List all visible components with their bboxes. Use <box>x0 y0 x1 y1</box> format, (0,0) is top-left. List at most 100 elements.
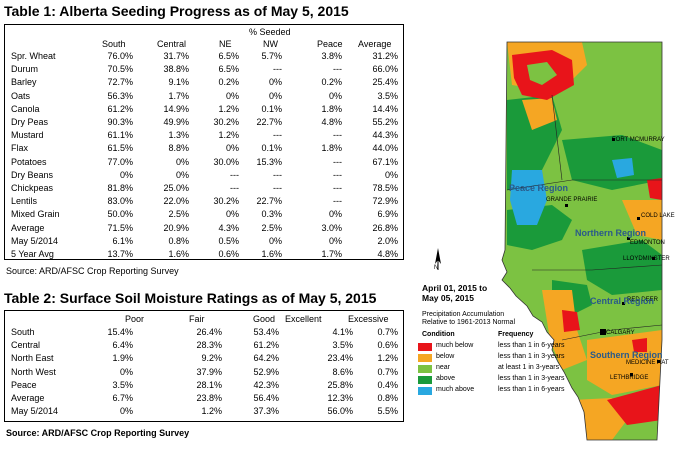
table-row: 5 Year Avg 13.7% 1.6% 0.6% 1.6% 1.7% 4.8% <box>5 249 403 262</box>
table-row: Dry Beans 0% 0% --- --- --- 0% <box>5 170 403 183</box>
table-cell: 37.9% <box>196 366 222 377</box>
table-cell: 6.5% <box>218 64 239 75</box>
city-label: RED DEER <box>627 297 659 303</box>
table-cell: 0.7% <box>377 327 398 337</box>
soil-moisture-table: Poor Fair Good Excellent Excessive South… <box>4 310 404 422</box>
table-cell: 83.0% <box>107 196 133 207</box>
table-cell: 50.0% <box>107 209 133 220</box>
table-cell: 38.8% <box>163 64 189 75</box>
table-cell: 0.5% <box>218 235 239 246</box>
table-cell: 25.0% <box>163 183 189 193</box>
row-label: Spr. Wheat <box>11 51 56 61</box>
city-label: LLOYDMINSTER <box>623 256 670 262</box>
table-cell: 1.6% <box>168 249 189 259</box>
table-cell: 76.0% <box>107 51 133 61</box>
table-cell: 22.7% <box>256 196 282 207</box>
north-arrow-icon <box>435 248 441 270</box>
table-row: Central 6.4% 28.3% 61.2% 3.5% 0.6% <box>5 340 403 353</box>
table-cell: 31.2% <box>372 51 398 61</box>
table-cell: 6.9% <box>377 209 398 220</box>
table-cell: 44.0% <box>372 143 398 154</box>
table-cell: 8.6% <box>332 366 353 377</box>
table-row: Lentils 83.0% 22.0% 30.2% 22.7% --- 72.9% <box>5 196 403 209</box>
map-date-range: April 01, 2015 to May 05, 2015 <box>422 283 487 303</box>
table-cell: 61.2% <box>253 340 279 351</box>
row-label: Mustard <box>11 130 44 141</box>
table-cell: --- <box>273 130 282 141</box>
table-cell: 26.4% <box>196 327 222 337</box>
legend-condition: much below <box>436 342 474 349</box>
table-cell: 0% <box>328 209 342 220</box>
table-row: Flax 61.5% 8.8% 0% 0.1% 1.8% 44.0% <box>5 143 403 156</box>
table2-title: Table 2: Surface Soil Moisture Ratings a… <box>4 290 377 306</box>
table-cell: 3.0% <box>321 222 342 233</box>
row-label: 5 Year Avg <box>11 249 54 259</box>
table-cell: 13.7% <box>107 249 133 259</box>
table-cell: 3.5% <box>112 379 133 390</box>
table-cell: 0.1% <box>261 143 282 154</box>
table-cell: 14.4% <box>372 103 398 114</box>
col-header: NE <box>219 39 232 49</box>
table-cell: 0.1% <box>261 103 282 114</box>
region-label: Northern Region <box>575 228 646 238</box>
table-cell: 5.7% <box>261 51 282 61</box>
city-label: COLD LAKE <box>641 213 675 219</box>
table-cell: 56.0% <box>327 406 353 417</box>
table-cell: 0.6% <box>377 340 398 351</box>
table-cell: 61.5% <box>107 143 133 154</box>
table-row: North West 0% 37.9% 52.9% 8.6% 0.7% <box>5 367 403 380</box>
table-cell: --- <box>333 183 342 193</box>
table-cell: 15.4% <box>107 327 133 337</box>
legend-title-line: Precipitation Accumulation <box>422 311 505 318</box>
row-label: Average <box>11 222 45 233</box>
legend-condition: below <box>436 353 455 360</box>
table-cell: 0% <box>328 235 342 246</box>
legend-condition: above <box>436 375 456 382</box>
table-cell: 49.9% <box>163 117 189 127</box>
percent-seeded-header: % Seeded <box>249 27 291 37</box>
table-cell: --- <box>230 183 239 193</box>
legend-swatch <box>418 387 432 395</box>
table-cell: --- <box>273 64 282 75</box>
city-label: MEDICINE HAT <box>626 360 669 366</box>
table-cell: 9.1% <box>168 77 189 88</box>
city-label: CALGARY <box>606 330 635 336</box>
table-cell: 66.0% <box>372 64 398 75</box>
table-row: Potatoes 77.0% 0% 30.0% 15.3% --- 67.1% <box>5 157 403 170</box>
legend-title-line: Relative to 1961-2013 Normal <box>422 319 515 326</box>
table-cell: 0.8% <box>168 235 189 246</box>
table-cell: 0.8% <box>377 393 398 403</box>
seeding-progress-table: % Seeded South Central NE NW Peace Avera… <box>4 24 404 260</box>
table-cell: 3.5% <box>332 340 353 351</box>
table-cell: 31.7% <box>163 51 189 61</box>
region-label: Southern Region <box>590 350 663 360</box>
col-header: Average <box>358 39 392 49</box>
table-cell: --- <box>273 183 282 193</box>
legend-item: near at least 1 in 3-years <box>418 364 612 373</box>
table-cell: 0.2% <box>321 77 342 88</box>
city-marker <box>637 217 640 220</box>
table-cell: 0.7% <box>377 366 398 377</box>
table-cell: 1.2% <box>218 130 239 141</box>
table-cell: 0.3% <box>261 209 282 220</box>
city-marker <box>652 257 655 260</box>
legend-condition: much above <box>436 386 475 393</box>
table-cell: 1.6% <box>261 249 282 259</box>
table-cell: 0% <box>175 156 189 167</box>
table-cell: 72.7% <box>107 77 133 88</box>
city-marker <box>600 329 606 335</box>
table-cell: 0.2% <box>218 77 239 88</box>
table-cell: 5.5% <box>377 406 398 417</box>
table-row: Durum 70.5% 38.8% 6.5% --- --- 66.0% <box>5 64 403 77</box>
table-cell: 0% <box>268 77 282 88</box>
table-cell: 0% <box>175 169 189 180</box>
col-header: Good <box>253 314 276 324</box>
table-cell: 0% <box>268 235 282 246</box>
table-cell: 81.8% <box>107 183 133 193</box>
table-cell: 0.4% <box>377 379 398 390</box>
legend-item: above less than 1 in 3-years <box>418 375 612 384</box>
table-cell: 4.8% <box>321 117 342 127</box>
table-cell: 30.2% <box>213 196 239 207</box>
row-label: North West <box>11 366 56 377</box>
